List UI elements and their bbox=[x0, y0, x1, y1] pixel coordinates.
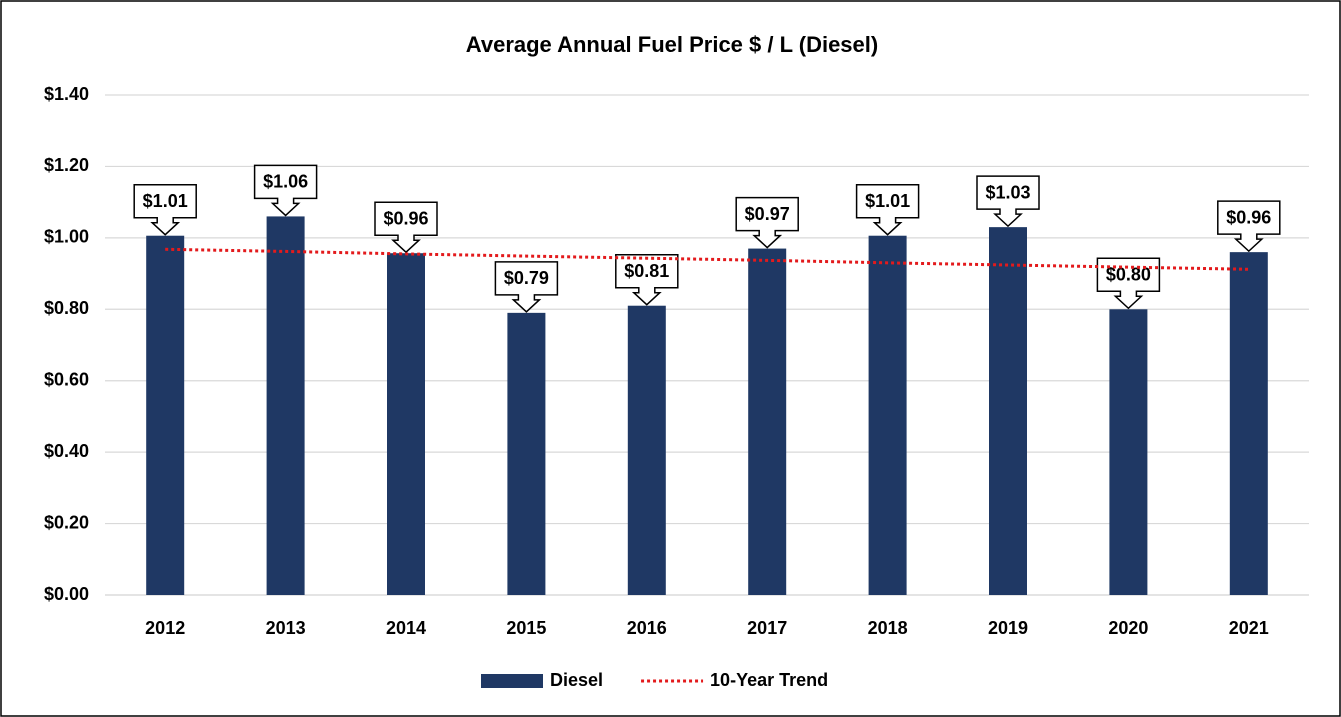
y-tick-label: $0.60 bbox=[44, 369, 89, 389]
callout bbox=[374, 201, 438, 254]
data-label: $1.06 bbox=[263, 172, 308, 192]
bar bbox=[1229, 252, 1268, 595]
x-tick-label: 2013 bbox=[266, 618, 306, 638]
x-tick-label: 2020 bbox=[1108, 618, 1148, 638]
data-label: $0.80 bbox=[1106, 265, 1151, 285]
x-tick-label: 2017 bbox=[747, 618, 787, 638]
x-tick-label: 2019 bbox=[988, 618, 1028, 638]
callout bbox=[1217, 200, 1281, 253]
x-tick-label: 2018 bbox=[868, 618, 908, 638]
data-label: $0.96 bbox=[1226, 207, 1271, 227]
callout bbox=[1096, 257, 1161, 310]
x-tick-label: 2021 bbox=[1229, 618, 1269, 638]
y-tick-label: $1.20 bbox=[44, 155, 89, 175]
y-tick-label: $0.20 bbox=[44, 512, 89, 532]
callout bbox=[976, 175, 1040, 228]
x-tick-label: 2015 bbox=[506, 618, 546, 638]
bar bbox=[507, 312, 546, 595]
bar bbox=[266, 216, 305, 595]
data-label: $1.01 bbox=[143, 191, 188, 211]
trend-line bbox=[165, 247, 1249, 271]
callout bbox=[253, 164, 318, 217]
data-label: $1.01 bbox=[865, 191, 910, 211]
x-tick-label: 2016 bbox=[627, 618, 667, 638]
bar bbox=[989, 227, 1027, 595]
legend-label: 10-Year Trend bbox=[710, 670, 828, 690]
bar bbox=[146, 235, 185, 595]
bar bbox=[627, 305, 666, 595]
callout bbox=[855, 183, 920, 236]
data-label: $1.03 bbox=[985, 182, 1030, 202]
callout bbox=[735, 196, 799, 249]
bar bbox=[387, 253, 425, 595]
bar bbox=[868, 235, 907, 595]
bar bbox=[748, 248, 787, 596]
x-tick-label: 2014 bbox=[386, 618, 426, 638]
legend-label: Diesel bbox=[550, 670, 603, 690]
legend-swatch bbox=[481, 674, 543, 688]
callout bbox=[133, 183, 197, 236]
y-tick-label: $0.40 bbox=[44, 441, 89, 461]
y-tick-label: $1.00 bbox=[44, 227, 89, 247]
data-label: $0.97 bbox=[745, 204, 790, 224]
chart-title: Average Annual Fuel Price $ / L (Diesel) bbox=[466, 32, 878, 57]
y-tick-label: $1.40 bbox=[44, 84, 89, 104]
data-label: $0.81 bbox=[624, 261, 669, 281]
bar bbox=[1109, 309, 1148, 595]
data-label: $0.79 bbox=[504, 268, 549, 288]
data-label: $0.96 bbox=[383, 208, 428, 228]
x-tick-label: 2012 bbox=[145, 618, 185, 638]
y-tick-label: $0.80 bbox=[44, 298, 89, 318]
y-tick-label: $0.00 bbox=[44, 584, 89, 604]
callout bbox=[494, 261, 559, 313]
callout bbox=[615, 253, 679, 306]
